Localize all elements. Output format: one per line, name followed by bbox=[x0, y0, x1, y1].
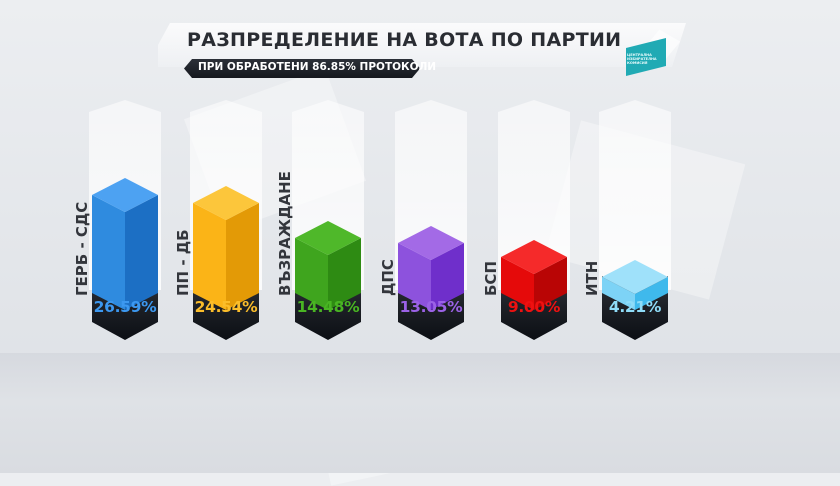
bar-cube bbox=[602, 260, 668, 310]
pillar-shell bbox=[599, 100, 671, 290]
bar-cube bbox=[295, 221, 361, 310]
bar-column: ГЕРБ - СДС 26.59% bbox=[73, 100, 161, 345]
percent-label: 26.59% bbox=[93, 298, 157, 316]
logo-line: КОМИСИЯ bbox=[627, 61, 648, 65]
percent-label: 24.54% bbox=[194, 298, 258, 316]
party-label: ГЕРБ - СДС bbox=[73, 201, 91, 296]
bar-column: ВЪЗРАЖДАНЕ 14.48% bbox=[276, 100, 364, 345]
party-label: ПП - ДБ bbox=[174, 229, 192, 296]
chart-subtitle: ПРИ ОБРАБОТЕНИ 86.85% ПРОТОКОЛИ bbox=[198, 61, 437, 73]
floor-band bbox=[0, 353, 840, 473]
bar-face-left bbox=[193, 203, 226, 310]
percent-label: 13.05% bbox=[399, 298, 463, 316]
party-label: ИТН bbox=[583, 260, 601, 296]
bar-face-right bbox=[226, 203, 259, 310]
bar-column: ПП - ДБ 24.54% bbox=[174, 100, 262, 345]
logo-text: ЦЕНТРАЛНА ИЗБИРАТЕЛНА КОМИСИЯ bbox=[627, 53, 657, 65]
logo-line: ИЗБИРАТЕЛНА bbox=[627, 57, 657, 61]
bar-column: БСП 9.00% bbox=[482, 100, 570, 345]
percent-label: 14.48% bbox=[296, 298, 360, 316]
chart-title: РАЗПРЕДЕЛЕНИЕ НА ВОТА ПО ПАРТИИ bbox=[187, 29, 622, 51]
bar-face-right bbox=[125, 195, 158, 310]
logo-line: ЦЕНТРАЛНА bbox=[627, 53, 652, 57]
bar-cube bbox=[398, 226, 464, 310]
bar-face-left bbox=[92, 195, 125, 310]
percent-label: 4.21% bbox=[608, 298, 662, 316]
bar-column: ИТН 4.21% bbox=[583, 100, 671, 345]
bar-cube bbox=[193, 186, 259, 310]
party-label: ДПС bbox=[379, 259, 397, 296]
party-label: ВЪЗРАЖДАНЕ bbox=[276, 171, 294, 296]
bar-cube bbox=[92, 178, 158, 310]
subtitle-bar bbox=[184, 59, 420, 78]
bar-column: ДПС 13.05% bbox=[379, 100, 467, 345]
bar-cube bbox=[501, 240, 567, 310]
party-label: БСП bbox=[482, 261, 500, 296]
percent-label: 9.00% bbox=[507, 298, 561, 316]
